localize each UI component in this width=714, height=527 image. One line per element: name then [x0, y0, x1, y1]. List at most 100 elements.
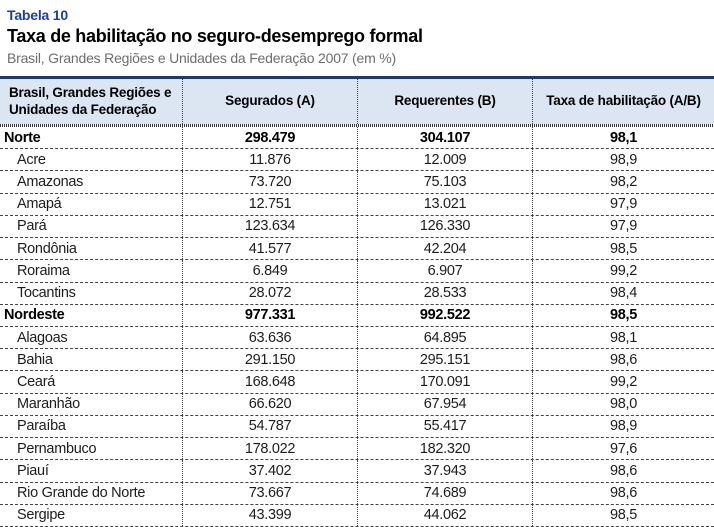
- table-number-label: Tabela 10: [7, 7, 68, 23]
- value-cell: 6.849: [182, 260, 357, 282]
- value-cell: 98,2: [532, 171, 714, 193]
- table-row: Ceará 168.648 170.091 99,2: [0, 371, 714, 394]
- value-cell: 99,2: [532, 371, 714, 393]
- value-cell: 66.620: [182, 393, 357, 415]
- value-cell: 28.072: [182, 282, 357, 304]
- value-cell: 55.417: [357, 415, 532, 438]
- data-table: Brasil, Grandes Regiões e Unidades da Fe…: [0, 76, 714, 527]
- value-cell: 43.399: [182, 504, 357, 526]
- value-cell: 13.021: [357, 193, 532, 215]
- value-cell: 6.907: [357, 260, 532, 282]
- table-row: Sergipe 43.399 44.062 98,5: [0, 504, 714, 527]
- table-row: Tocantins 28.072 28.533 98,4: [0, 282, 714, 305]
- value-cell: 98,6: [532, 482, 714, 504]
- row-label-cell: Alagoas: [17, 329, 68, 346]
- value-cell: 12.751: [182, 193, 357, 215]
- table-row: Acre 11.876 12.009 98,9: [0, 149, 714, 172]
- row-label-cell: Maranhão: [17, 396, 80, 413]
- title-block: Tabela 10 Taxa de habilitação no seguro-…: [0, 0, 714, 66]
- table-body: Norte 298.479 304.107 98,1 Acre 11.876 12.009 9…: [0, 127, 714, 527]
- value-cell: 64.895: [357, 326, 532, 349]
- row-label-cell: Amapá: [17, 196, 62, 213]
- column-header-segurados: Segurados (A): [182, 79, 357, 124]
- value-cell: 170.091: [357, 371, 532, 393]
- value-cell: 97,9: [532, 193, 714, 215]
- value-cell: 98,5: [532, 504, 714, 526]
- table-header-row: Brasil, Grandes Regiões e Unidades da Fe…: [0, 79, 714, 124]
- row-label-cell: Ceará: [17, 374, 55, 391]
- value-cell: 98,1: [532, 127, 714, 149]
- row-label-cell: Pernambuco: [17, 440, 97, 457]
- column-header-requerentes: Requerentes (B): [357, 79, 532, 124]
- value-cell: 291.150: [182, 349, 357, 371]
- row-label-cell: Nordeste: [4, 307, 65, 324]
- value-cell: 74.689: [357, 482, 532, 504]
- value-cell: 126.330: [357, 215, 532, 238]
- table-row: Alagoas 63.636 64.895 98,1: [0, 326, 714, 350]
- value-cell: 73.720: [182, 171, 357, 193]
- table-row: Roraima 6.849 6.907 99,2: [0, 260, 714, 283]
- value-cell: 63.636: [182, 326, 357, 349]
- value-cell: 168.648: [182, 371, 357, 393]
- column-header-taxa: Taxa de habilitação (A/B): [532, 79, 714, 124]
- row-label-cell: Amazonas: [17, 174, 84, 191]
- value-cell: 97,9: [532, 215, 714, 238]
- row-label-cell: Acre: [17, 151, 46, 168]
- value-cell: 98,4: [532, 282, 714, 304]
- value-cell: 98,9: [532, 415, 714, 438]
- table-row: Piauí 37.402 37.943 98,6: [0, 460, 714, 483]
- value-cell: 98,0: [532, 393, 714, 415]
- value-cell: 123.634: [182, 215, 357, 238]
- row-label-cell: Rondônia: [17, 240, 77, 257]
- row-label-cell: Norte: [4, 129, 41, 146]
- table-row: Rio Grande do Norte 73.667 74.689 98,6: [0, 482, 714, 505]
- value-cell: 298.479: [182, 127, 357, 149]
- row-label-cell: Roraima: [17, 262, 70, 279]
- table-row: Rondônia 41.577 42.204 98,5: [0, 238, 714, 261]
- table-row: Pará 123.634 126.330 97,9: [0, 215, 714, 239]
- row-label-cell: Piauí: [17, 462, 49, 479]
- value-cell: 992.522: [357, 304, 532, 326]
- value-cell: 73.667: [182, 482, 357, 504]
- value-cell: 11.876: [182, 149, 357, 171]
- value-cell: 98,9: [532, 149, 714, 171]
- table-row: Norte 298.479 304.107 98,1: [0, 127, 714, 150]
- value-cell: 99,2: [532, 260, 714, 282]
- value-cell: 97,6: [532, 438, 714, 460]
- value-cell: 304.107: [357, 127, 532, 149]
- value-cell: 182.320: [357, 438, 532, 460]
- row-label-cell: Sergipe: [17, 507, 65, 524]
- value-cell: 977.331: [182, 304, 357, 326]
- row-label-cell: Bahia: [17, 351, 53, 368]
- value-cell: 98,1: [532, 326, 714, 349]
- table-row: Pernambuco 178.022 182.320 97,6: [0, 438, 714, 461]
- value-cell: 54.787: [182, 415, 357, 438]
- page-title: Taxa de habilitação no seguro-desemprego…: [7, 26, 423, 46]
- row-label-cell: Paraíba: [17, 418, 66, 435]
- row-label-cell: Rio Grande do Norte: [17, 485, 146, 502]
- value-cell: 75.103: [357, 171, 532, 193]
- row-label-cell: Pará: [17, 218, 47, 235]
- table-row: Maranhão 66.620 67.954 98,0: [0, 393, 714, 416]
- value-cell: 42.204: [357, 238, 532, 260]
- value-cell: 12.009: [357, 149, 532, 171]
- value-cell: 37.402: [182, 460, 357, 482]
- value-cell: 28.533: [357, 282, 532, 304]
- table-top-border: [0, 76, 714, 79]
- value-cell: 44.062: [357, 504, 532, 526]
- value-cell: 98,6: [532, 460, 714, 482]
- table-row: Paraíba 54.787 55.417 98,9: [0, 415, 714, 439]
- table-row: Nordeste 977.331 992.522 98,5: [0, 304, 714, 327]
- table-row: Bahia 291.150 295.151 98,6: [0, 349, 714, 372]
- row-label-cell: Tocantins: [17, 285, 76, 302]
- value-cell: 98,5: [532, 238, 714, 260]
- value-cell: 37.943: [357, 460, 532, 482]
- table-row: Amapá 12.751 13.021 97,9: [0, 193, 714, 216]
- value-cell: 41.577: [182, 238, 357, 260]
- column-header-region: Brasil, Grandes Regiões e Unidades da Fe…: [9, 85, 172, 117]
- value-cell: 67.954: [357, 393, 532, 415]
- page-subtitle: Brasil, Grandes Regiões e Unidades da Fe…: [7, 50, 396, 66]
- table-row: Amazonas 73.720 75.103 98,2: [0, 171, 714, 194]
- value-cell: 178.022: [182, 438, 357, 460]
